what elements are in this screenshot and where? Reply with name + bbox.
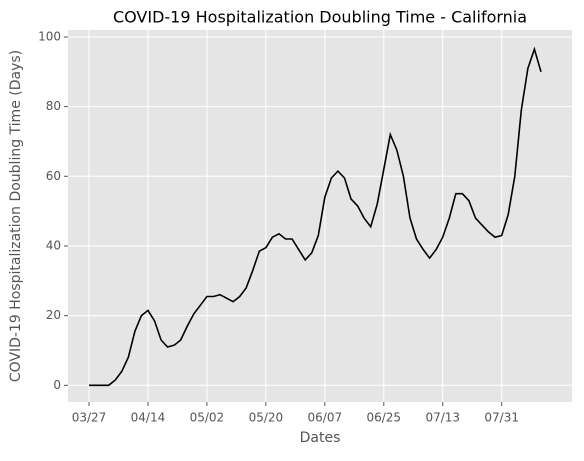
x-tick-label: 06/07 <box>308 411 343 425</box>
x-tick-label: 03/27 <box>72 411 107 425</box>
x-tick-label: 07/31 <box>484 411 519 425</box>
x-tick-label: 04/14 <box>131 411 166 425</box>
y-tick-label: 80 <box>46 99 61 113</box>
y-tick-label: 100 <box>38 29 61 43</box>
x-tick-label: 06/25 <box>366 411 401 425</box>
chart-title: COVID-19 Hospitalization Doubling Time -… <box>113 8 527 27</box>
x-tick-label: 07/13 <box>425 411 460 425</box>
y-tick-label: 60 <box>46 169 61 183</box>
y-tick-label: 0 <box>53 378 61 392</box>
y-tick-label: 20 <box>46 308 61 322</box>
x-axis-label: Dates <box>300 430 341 446</box>
y-tick-label: 40 <box>46 238 61 252</box>
data-line <box>89 46 542 387</box>
x-tick-label: 05/02 <box>190 411 225 425</box>
plot-area <box>68 30 572 402</box>
grid <box>68 30 572 402</box>
y-axis-label: COVID-19 Hospitalization Doubling Time (… <box>8 50 24 382</box>
x-tick-label: 05/20 <box>249 411 284 425</box>
